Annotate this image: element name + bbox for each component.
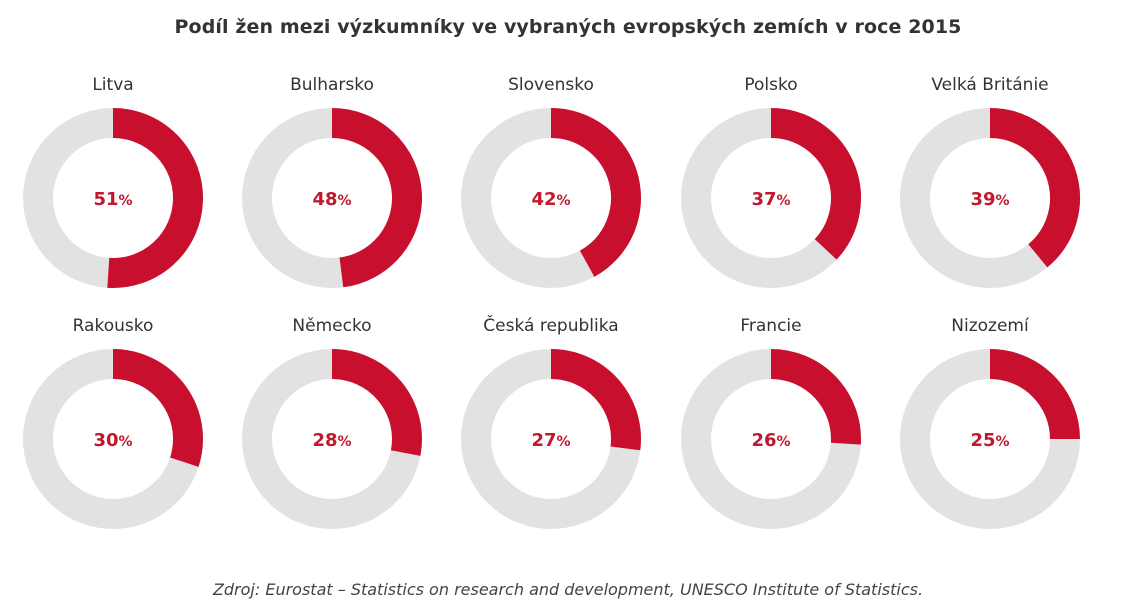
value-label: 51% <box>93 189 132 210</box>
donut-value-arc <box>107 108 203 288</box>
source-note: Zdroj: Eurostat – Statistics on research… <box>212 580 924 599</box>
category-label: Slovensko <box>508 75 594 95</box>
donut-ceska-republika: Česká republika 27% <box>461 314 641 529</box>
category-label: Francie <box>740 316 801 336</box>
value-label: 26% <box>751 430 790 451</box>
category-label: Velká Británie <box>931 75 1048 95</box>
donut-value-arc <box>770 108 861 260</box>
donut-rakousko: Rakousko 30% <box>23 316 203 529</box>
donut-value-arc <box>550 108 641 277</box>
value-label: 30% <box>93 430 132 451</box>
category-label: Česká republika <box>483 314 618 336</box>
donut-value-arc <box>770 349 861 445</box>
category-label: Nizozemí <box>951 316 1030 336</box>
value-label: 37% <box>751 189 790 210</box>
donut-polsko: Polsko 37% <box>681 75 861 288</box>
donut-value-arc <box>331 108 422 288</box>
donut-value-arc <box>989 349 1080 440</box>
donut-velka-britanie: Velká Británie 39% <box>900 75 1080 288</box>
category-label: Německo <box>292 316 371 336</box>
donut-litva: Litva 51% <box>23 75 203 288</box>
donut-value-arc <box>989 108 1080 268</box>
category-label: Rakousko <box>73 316 154 336</box>
value-label: 48% <box>312 189 351 210</box>
value-label: 39% <box>970 189 1009 210</box>
donut-nizozemi: Nizozemí 25% <box>900 316 1080 529</box>
value-label: 27% <box>531 430 570 451</box>
value-label: 42% <box>531 189 570 210</box>
value-label: 28% <box>312 430 351 451</box>
donut-francie: Francie 26% <box>681 316 861 529</box>
category-label: Bulharsko <box>290 75 374 95</box>
donut-value-arc <box>331 349 422 456</box>
donut-value-arc <box>112 349 203 467</box>
chart-title: Podíl žen mezi výzkumníky ve vybraných e… <box>174 16 962 38</box>
category-label: Litva <box>92 75 133 95</box>
donut-bulharsko: Bulharsko 48% <box>242 75 422 288</box>
category-label: Polsko <box>744 75 797 95</box>
value-label: 25% <box>970 430 1009 451</box>
donut-value-arc <box>550 349 641 451</box>
donut-nemecko: Německo 28% <box>242 316 422 529</box>
donut-slovensko: Slovensko 42% <box>461 75 641 288</box>
